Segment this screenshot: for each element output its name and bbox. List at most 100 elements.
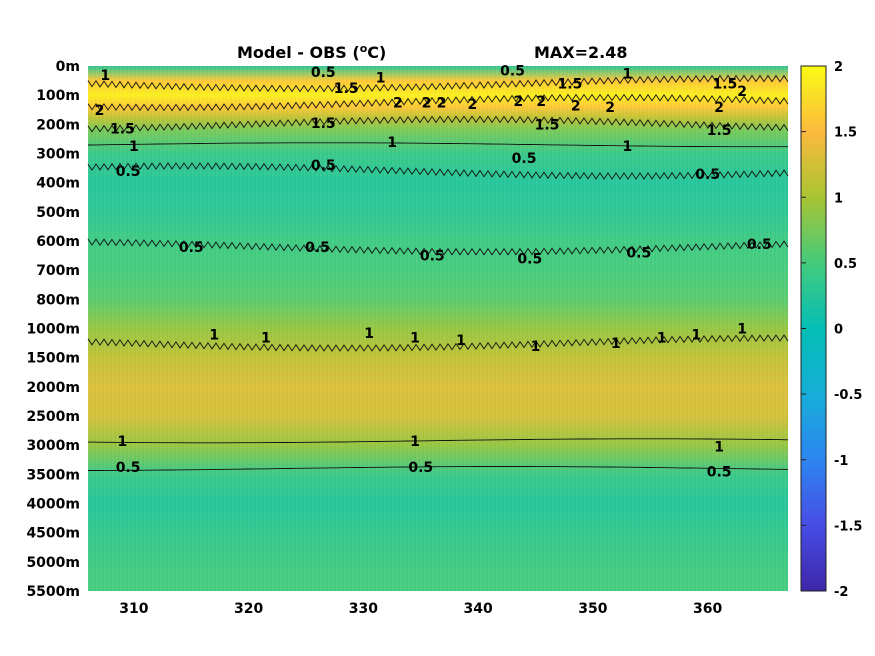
contour-label: 2 [95, 103, 105, 119]
contour-label: 0.5 [512, 151, 537, 167]
contour-label: 1 [622, 139, 632, 155]
contour-label: 0.5 [305, 240, 330, 256]
contour-label: 1 [410, 330, 420, 346]
contour-label: 1 [118, 434, 128, 450]
contour-label: 1 [657, 330, 667, 346]
contour-label: 1 [611, 336, 621, 352]
contour-label: 2 [605, 100, 615, 116]
chart-title: Model - OBS (oC) [237, 42, 386, 62]
contour-label: 1.5 [707, 123, 732, 139]
y-tick-label: 400m [36, 176, 80, 192]
contour-label: 1 [387, 135, 397, 151]
x-axis-ticks: 310 320 330 340 350 360 [119, 601, 722, 617]
y-tick-label: 3000m [26, 438, 80, 454]
contour-0.5 [87, 162, 789, 180]
y-tick-label: 600m [36, 234, 80, 250]
contour-label: 1 [376, 71, 386, 87]
contour-1 [87, 142, 788, 148]
contour-0.5 [87, 238, 789, 256]
contour-label: 1 [622, 66, 632, 82]
contour-label: 0.5 [116, 164, 141, 180]
x-tick-label: 340 [464, 601, 493, 617]
colorbar-tick-label: -1 [834, 454, 848, 469]
x-tick-label: 330 [349, 601, 378, 617]
contour-label: 0.5 [116, 460, 141, 476]
field-texture [88, 66, 788, 591]
colorbar: 2 1.5 1 0.5 0 -0.5 -1 -1.5 -2 [800, 60, 862, 600]
contour-1 [87, 438, 789, 444]
contour-label: 2 [437, 95, 447, 111]
contour-label: 1.5 [558, 77, 583, 93]
y-tick-label: 4000m [26, 497, 80, 513]
colorbar-tick-label: 2 [834, 60, 843, 75]
contour-label: 1 [364, 326, 374, 342]
colorbar-ticks: 2 1.5 1 0.5 0 -0.5 -1 -1.5 -2 [801, 60, 862, 600]
contour-label: 1.5 [535, 117, 560, 133]
contour-label: 1 [714, 440, 724, 456]
y-tick-label: 2000m [26, 380, 80, 396]
contour-label: 2 [714, 100, 724, 116]
y-tick-label: 5500m [26, 584, 80, 600]
colorbar-tick-label: 0.5 [834, 257, 857, 272]
y-tick-label: 2500m [26, 409, 80, 425]
contour-label: 0.5 [179, 240, 204, 256]
colorbar-tick-label: -0.5 [834, 388, 862, 403]
contour-1.5 [87, 115, 789, 133]
y-tick-label: 200m [36, 117, 80, 133]
contour-label: 0.5 [695, 167, 720, 183]
contour-1 [87, 334, 789, 352]
contour-0.5 [88, 466, 789, 471]
contour-label: 1.5 [712, 77, 737, 93]
contour-label: 1.5 [110, 122, 135, 138]
contour-label: 1 [691, 327, 701, 343]
contour-lines [87, 74, 789, 471]
contour-label: 2 [536, 94, 546, 110]
contour-label: 1 [737, 322, 747, 338]
contour-label: 0.5 [311, 158, 336, 174]
contour-label: 0.5 [311, 65, 336, 81]
plot-area: 1 0.51.51 0.51.511.5 22 2 2 2 2 2 2 2 2 21.5 1.5 1.5 1.… [87, 63, 789, 591]
y-tick-label: 1000m [26, 322, 80, 338]
colorbar-tick-label: 1.5 [834, 126, 857, 141]
contour-label: 1 [531, 339, 541, 355]
contour-label: 2 [393, 95, 403, 111]
y-tick-label: 4500m [26, 526, 80, 542]
colorbar-tick-label: -2 [834, 585, 848, 600]
contour-label: 1.5 [334, 81, 359, 97]
colorbar-tick-label: 1 [834, 191, 843, 206]
title-group: Model - OBS (oC) MAX=2.48 [237, 42, 628, 62]
y-axis-ticks: 0m 100m 200m 300m 400m 500m 600m 700m 800m 1000m 1… [26, 59, 80, 600]
x-tick-label: 310 [119, 601, 148, 617]
colorbar-tick-label: 0 [834, 323, 843, 338]
contour-label: 2 [571, 98, 581, 114]
contour-label: 0.5 [517, 252, 542, 268]
contour-label: 0.5 [626, 246, 651, 262]
contour-label: 1 [456, 333, 466, 349]
x-tick-label: 320 [234, 601, 263, 617]
contour-label: 2 [737, 84, 747, 100]
colorbar-tick-label: -1.5 [834, 519, 862, 534]
contour-1.5 [87, 74, 789, 93]
y-tick-label: 300m [36, 147, 80, 163]
x-tick-label: 360 [693, 601, 722, 617]
contour-label: 2 [422, 95, 432, 111]
contour-label: 0.5 [420, 249, 445, 265]
y-tick-label: 100m [36, 88, 80, 104]
contour-label: 1 [261, 330, 271, 346]
contour-labels: 1 0.51.51 0.51.511.5 22 2 2 2 2 2 2 2 2 21.5 1.5 1.5 1.… [95, 63, 772, 480]
contour-label: 2 [513, 94, 523, 110]
y-tick-label: 0m [56, 59, 80, 75]
contour-label: 1.5 [311, 116, 336, 132]
y-tick-label: 500m [36, 205, 80, 221]
y-tick-label: 700m [36, 263, 80, 279]
y-tick-label: 3500m [26, 467, 80, 483]
contour-label: 0.5 [408, 460, 433, 476]
contour-label: 1 [129, 139, 139, 155]
contour-2 [87, 93, 789, 112]
contour-label: 0.5 [747, 237, 772, 253]
y-tick-label: 1500m [26, 351, 80, 367]
max-label: MAX=2.48 [534, 43, 628, 62]
y-tick-label: 800m [36, 292, 80, 308]
contour-label: 1 [209, 327, 219, 343]
